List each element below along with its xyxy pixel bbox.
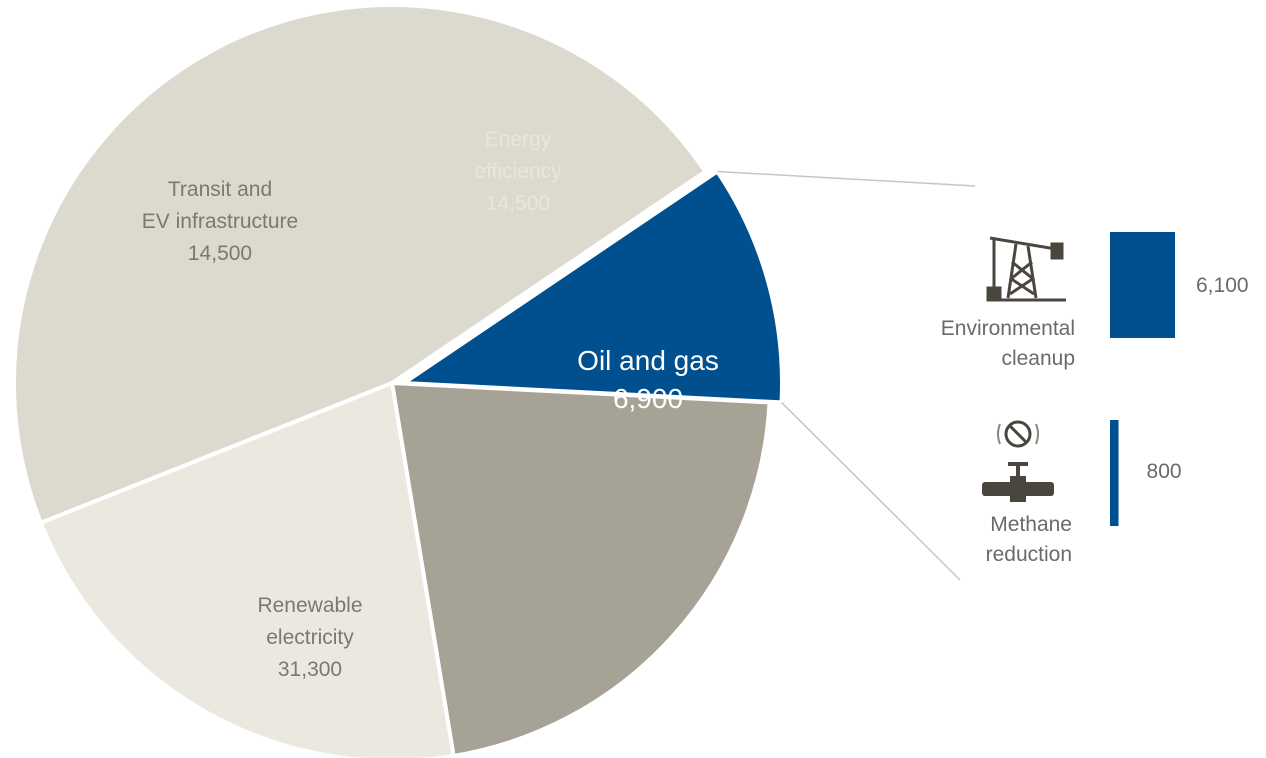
connector-line <box>780 401 961 581</box>
breakdown-bar <box>1110 232 1175 338</box>
pie-slice <box>397 168 784 405</box>
slice-label: Energy <box>485 128 552 151</box>
pie-slice <box>12 3 709 526</box>
breakdown-bars: 6,100 Environmental cleanup 800 Methane reduc… <box>941 232 1249 566</box>
pie-slices <box>12 3 784 758</box>
slice-value-label: 31,300 <box>278 658 342 681</box>
breakdown-value-label: 800 <box>1147 460 1182 483</box>
breakdown-item-label: Environmental <box>941 317 1075 340</box>
breakdown-value-label: 6,100 <box>1196 274 1249 297</box>
slice-label: EV infrastructure <box>142 210 298 233</box>
methane-valve-icon <box>982 420 1054 502</box>
oil-derrick-icon <box>986 236 1066 302</box>
slice-label: electricity <box>266 626 354 649</box>
slice-label: Oil and gas <box>577 345 719 376</box>
pie-slice <box>389 380 772 758</box>
slice-value-label: 14,500 <box>188 242 252 265</box>
slice-labels: Oil and gas 6,900 Energy efficiency 14,500 Tr… <box>142 128 719 681</box>
breakdown-item-label: reduction <box>986 543 1072 566</box>
slice-label: efficiency <box>474 160 562 183</box>
slice-label: Transit and <box>168 178 272 201</box>
slice-value-label: 14,500 <box>486 192 550 215</box>
breakdown-connectors <box>717 170 976 581</box>
slice-value-label: 6,900 <box>613 383 683 414</box>
slice-label: Renewable <box>257 594 362 617</box>
breakdown-item-label: Methane <box>990 513 1072 536</box>
breakdown-bar <box>1110 420 1119 526</box>
pie-slice <box>38 380 456 758</box>
breakdown-item-label: cleanup <box>1001 347 1075 370</box>
connector-line <box>717 170 976 187</box>
